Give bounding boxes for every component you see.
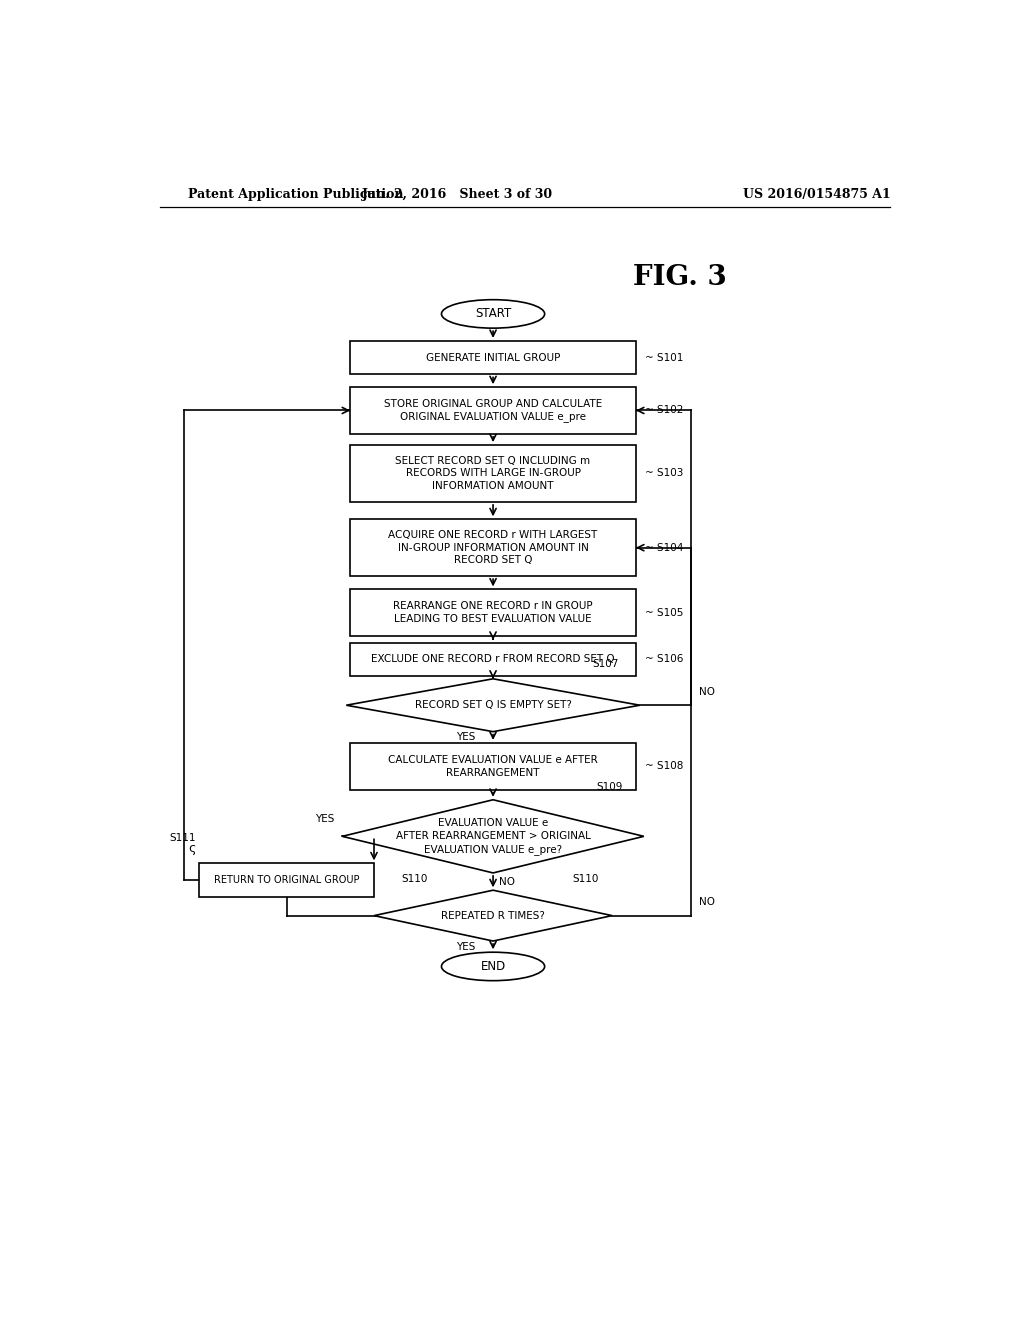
Text: YES: YES — [457, 733, 475, 742]
FancyBboxPatch shape — [350, 589, 636, 636]
Text: S111: S111 — [169, 833, 196, 843]
Text: S110: S110 — [401, 874, 428, 884]
Text: US 2016/0154875 A1: US 2016/0154875 A1 — [743, 189, 891, 202]
Text: EXCLUDE ONE RECORD r FROM RECORD SET Q: EXCLUDE ONE RECORD r FROM RECORD SET Q — [372, 655, 614, 664]
FancyBboxPatch shape — [350, 519, 636, 576]
Text: NO: NO — [500, 876, 515, 887]
Text: NO: NO — [699, 898, 716, 907]
Text: ~ S105: ~ S105 — [645, 607, 684, 618]
Ellipse shape — [441, 300, 545, 329]
Text: ~ S103: ~ S103 — [645, 469, 684, 478]
Text: REARRANGE ONE RECORD r IN GROUP
LEADING TO BEST EVALUATION VALUE: REARRANGE ONE RECORD r IN GROUP LEADING … — [393, 602, 593, 624]
Text: S109: S109 — [596, 781, 623, 792]
Text: S110: S110 — [572, 874, 599, 884]
Text: ~ S101: ~ S101 — [645, 352, 684, 363]
Text: START: START — [475, 308, 511, 321]
Polygon shape — [346, 678, 640, 731]
Text: FIG. 3: FIG. 3 — [633, 264, 726, 290]
Text: STORE ORIGINAL GROUP AND CALCULATE
ORIGINAL EVALUATION VALUE e_pre: STORE ORIGINAL GROUP AND CALCULATE ORIGI… — [384, 399, 602, 422]
FancyBboxPatch shape — [350, 643, 636, 676]
Text: GENERATE INITIAL GROUP: GENERATE INITIAL GROUP — [426, 352, 560, 363]
FancyBboxPatch shape — [350, 387, 636, 434]
Text: SELECT RECORD SET Q INCLUDING m
RECORDS WITH LARGE IN-GROUP
INFORMATION AMOUNT: SELECT RECORD SET Q INCLUDING m RECORDS … — [395, 455, 591, 491]
Polygon shape — [342, 800, 644, 873]
Text: RECORD SET Q IS EMPTY SET?: RECORD SET Q IS EMPTY SET? — [415, 700, 571, 710]
Text: ~ S108: ~ S108 — [645, 762, 684, 771]
Text: ~ S106: ~ S106 — [645, 655, 684, 664]
Text: CALCULATE EVALUATION VALUE e AFTER
REARRANGEMENT: CALCULATE EVALUATION VALUE e AFTER REARR… — [388, 755, 598, 777]
Text: YES: YES — [315, 814, 334, 824]
Text: END: END — [480, 960, 506, 973]
FancyBboxPatch shape — [350, 743, 636, 789]
Text: EVALUATION VALUE e
AFTER REARRANGEMENT > ORIGINAL
EVALUATION VALUE e_pre?: EVALUATION VALUE e AFTER REARRANGEMENT >… — [395, 818, 591, 854]
Text: ~ S102: ~ S102 — [645, 405, 684, 416]
Text: S107: S107 — [592, 659, 618, 669]
Text: ~ S104: ~ S104 — [645, 543, 684, 553]
FancyBboxPatch shape — [200, 863, 374, 896]
Text: ς: ς — [188, 842, 196, 855]
Text: ACQUIRE ONE RECORD r WITH LARGEST
IN-GROUP INFORMATION AMOUNT IN
RECORD SET Q: ACQUIRE ONE RECORD r WITH LARGEST IN-GRO… — [388, 529, 598, 565]
FancyBboxPatch shape — [350, 445, 636, 502]
Text: YES: YES — [457, 941, 475, 952]
Text: Patent Application Publication: Patent Application Publication — [187, 189, 403, 202]
Text: Jun. 2, 2016   Sheet 3 of 30: Jun. 2, 2016 Sheet 3 of 30 — [361, 189, 553, 202]
Text: NO: NO — [699, 688, 716, 697]
Text: REPEATED R TIMES?: REPEATED R TIMES? — [441, 911, 545, 920]
Polygon shape — [374, 890, 612, 941]
Text: RETURN TO ORIGINAL GROUP: RETURN TO ORIGINAL GROUP — [214, 875, 359, 884]
Ellipse shape — [441, 952, 545, 981]
FancyBboxPatch shape — [350, 341, 636, 375]
